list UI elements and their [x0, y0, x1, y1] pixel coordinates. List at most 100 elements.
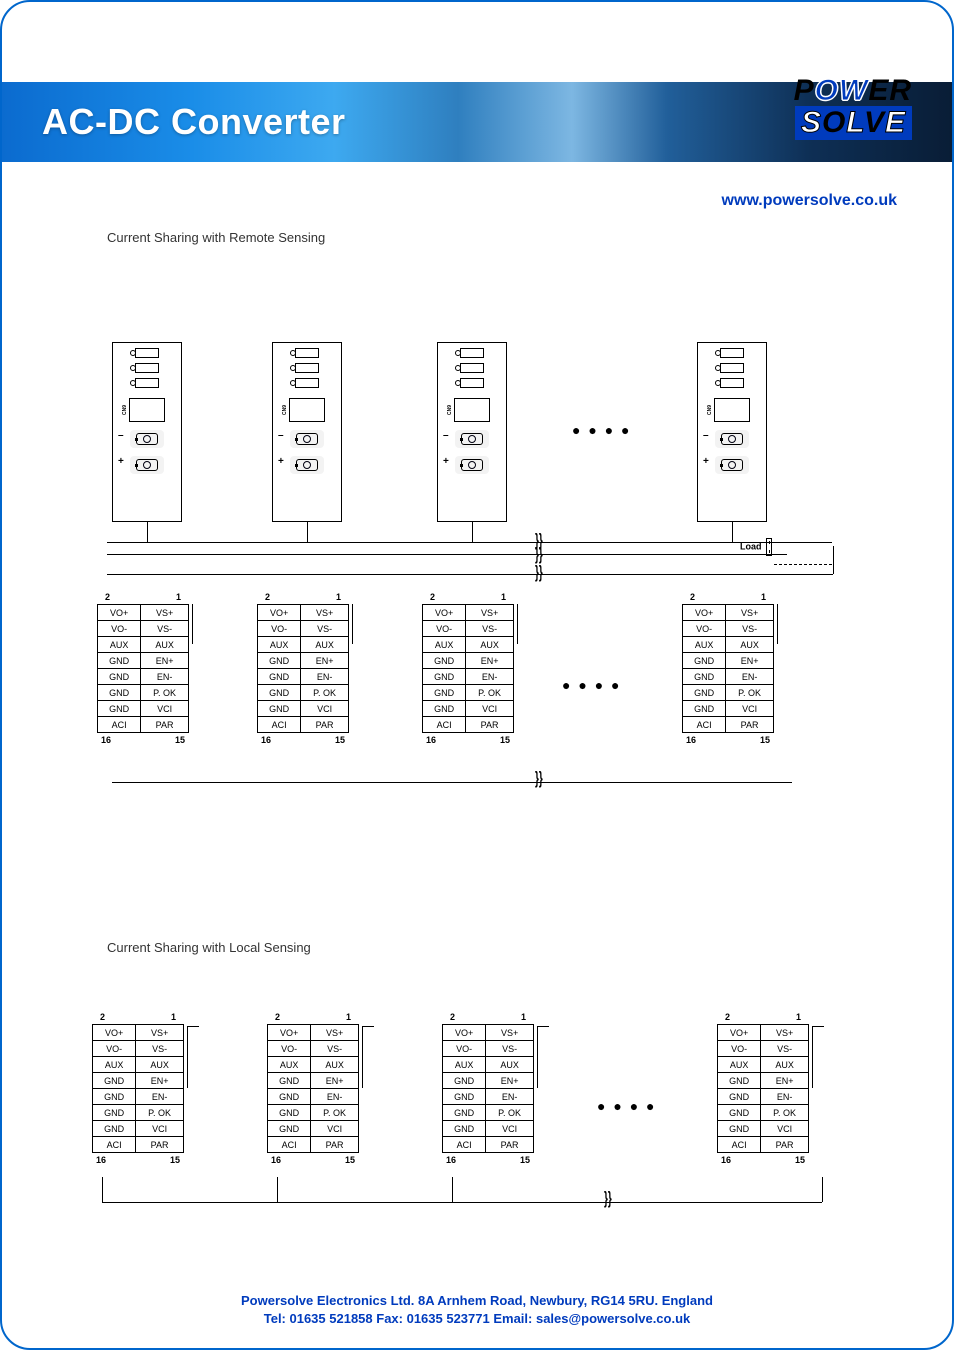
- pin-cell: GND: [93, 1089, 136, 1105]
- pin-cell: AUX: [761, 1057, 809, 1073]
- pin-wire: [812, 1026, 824, 1027]
- pin-col-label: 16: [446, 1155, 456, 1165]
- pin-cell: VCI: [726, 701, 774, 717]
- pin-cell: AUX: [466, 637, 514, 653]
- pin-wire: [352, 604, 353, 644]
- pin-cell: AUX: [141, 637, 189, 653]
- pin-cell: VS-: [136, 1041, 184, 1057]
- pin-cell: GND: [718, 1089, 761, 1105]
- pin-cell: VO+: [423, 605, 466, 621]
- pin-cell: GND: [718, 1105, 761, 1121]
- pin-cell: GND: [423, 685, 466, 701]
- bus-wire: [107, 542, 787, 543]
- pin-table: 21 VO+VS+VO-VS-AUXAUXGNDEN+GNDEN-GNDP. O…: [442, 1012, 534, 1165]
- psu-unit: CN9 – +: [272, 342, 342, 522]
- load-text: Load: [740, 541, 762, 551]
- pin-cell: VCI: [486, 1121, 534, 1137]
- pin-cell: AUX: [718, 1057, 761, 1073]
- pin-wire: [187, 1026, 199, 1027]
- load-label: Load: [740, 538, 776, 556]
- pin-cell: GND: [258, 685, 301, 701]
- pin-cell: VCI: [136, 1121, 184, 1137]
- pin-col-label: 1: [176, 592, 181, 602]
- pin-cell: AUX: [683, 637, 726, 653]
- pin-cell: VS+: [141, 605, 189, 621]
- pin-cell: GND: [268, 1121, 311, 1137]
- pin-cell: ACI: [718, 1137, 761, 1153]
- ellipsis-dots: ● ● ● ●: [562, 677, 622, 693]
- pin-cell: VO+: [98, 605, 141, 621]
- pin-cell: AUX: [136, 1057, 184, 1073]
- pin-cell: EN+: [486, 1073, 534, 1089]
- pin-cell: VS+: [466, 605, 514, 621]
- pin-col-label: 15: [345, 1155, 355, 1165]
- pin-cell: EN-: [141, 669, 189, 685]
- pin-cell: GND: [268, 1089, 311, 1105]
- sense-wire: [833, 546, 834, 574]
- pin-cell: AUX: [726, 637, 774, 653]
- website-url: www.powersolve.co.uk: [722, 192, 897, 210]
- pin-cell: ACI: [93, 1137, 136, 1153]
- pin-col-label: 15: [795, 1155, 805, 1165]
- pin-wire: [777, 604, 778, 644]
- ellipsis-dots: ● ● ● ●: [597, 1098, 657, 1114]
- pin-cell: P. OK: [301, 685, 349, 701]
- pin-cell: PAR: [136, 1137, 184, 1153]
- pin-cell: VS+: [726, 605, 774, 621]
- pin-cell: EN+: [311, 1073, 359, 1089]
- pin-cell: P. OK: [311, 1105, 359, 1121]
- pin-col-label: 2: [450, 1012, 455, 1022]
- pin-cell: ACI: [98, 717, 141, 733]
- footer-line2: Tel: 01635 521858 Fax: 01635 523771 Emai…: [2, 1310, 952, 1328]
- page-footer: Powersolve Electronics Ltd. 8A Arnhem Ro…: [2, 1292, 952, 1328]
- pin-cell: AUX: [93, 1057, 136, 1073]
- pin-cell: VO+: [258, 605, 301, 621]
- pin-cell: EN+: [466, 653, 514, 669]
- pin-cell: AUX: [98, 637, 141, 653]
- pin-table: 21 VO+VS+VO-VS-AUXAUXGNDEN+GNDEN-GNDP. O…: [422, 592, 514, 745]
- pin-cell: GND: [258, 669, 301, 685]
- pin-col-label: 1: [796, 1012, 801, 1022]
- pin-cell: GND: [683, 669, 726, 685]
- pin-wire: [187, 1026, 188, 1088]
- pin-table: 21 VO+VS+VO-VS-AUXAUXGNDEN+GNDEN-GNDP. O…: [92, 1012, 184, 1165]
- pin-cell: P. OK: [136, 1105, 184, 1121]
- pin-cell: EN+: [141, 653, 189, 669]
- pin-cell: PAR: [466, 717, 514, 733]
- pin-table: 21 VO+VS+VO-VS-AUXAUXGNDEN+GNDEN-GNDP. O…: [717, 1012, 809, 1165]
- break-mark: }}: [535, 770, 543, 790]
- page: AC-DC Converter POWER SOLVE www.powersol…: [0, 0, 954, 1350]
- psu-unit: CN9 – +: [697, 342, 767, 522]
- pin-cell: GND: [423, 669, 466, 685]
- pin-table: 21 VO+VS+VO-VS-AUXAUXGNDEN+GNDEN-GNDP. O…: [267, 1012, 359, 1165]
- pin-cell: AUX: [311, 1057, 359, 1073]
- pin-wire: [537, 1026, 549, 1027]
- pin-cell: AUX: [443, 1057, 486, 1073]
- pin-col-label: 15: [335, 735, 345, 745]
- pin-wire: [537, 1026, 538, 1088]
- pin-cell: P. OK: [761, 1105, 809, 1121]
- pin-col-label: 2: [105, 592, 110, 602]
- pin-cell: ACI: [683, 717, 726, 733]
- pin-cell: GND: [683, 653, 726, 669]
- pin-cell: EN+: [761, 1073, 809, 1089]
- cn9-label: CN9: [122, 405, 128, 415]
- pin-cell: VS+: [311, 1025, 359, 1041]
- pin-cell: VO+: [268, 1025, 311, 1041]
- pin-cell: VO-: [268, 1041, 311, 1057]
- pin-cell: P. OK: [141, 685, 189, 701]
- cn9-label: CN9: [447, 405, 453, 415]
- load-wire: [774, 542, 832, 543]
- pin-cell: GND: [443, 1105, 486, 1121]
- pin-cell: GND: [683, 685, 726, 701]
- banner-title: AC-DC Converter: [42, 101, 346, 143]
- pin-cell: ACI: [268, 1137, 311, 1153]
- pin-cell: VS-: [761, 1041, 809, 1057]
- drop-wire: [147, 522, 148, 542]
- par-wire: [277, 1177, 278, 1202]
- par-wire: [102, 1177, 103, 1202]
- pin-col-label: 16: [271, 1155, 281, 1165]
- pin-cell: VS-: [466, 621, 514, 637]
- pin-cell: ACI: [423, 717, 466, 733]
- pin-cell: GND: [98, 669, 141, 685]
